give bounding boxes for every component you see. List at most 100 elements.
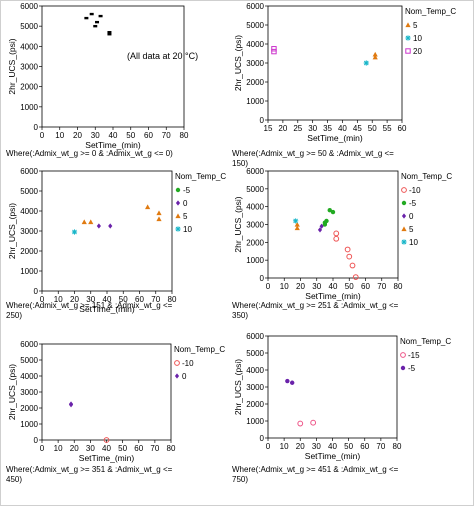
data-point xyxy=(324,218,329,224)
x-tick-label: 20 xyxy=(296,282,305,291)
y-tick-label: 5000 xyxy=(20,356,38,365)
data-point xyxy=(327,208,332,213)
legend-marker xyxy=(400,352,406,358)
where-clause: Where(:Admix_wt_g >= 351 & :Admix_wt_g <… xyxy=(6,465,173,484)
data-point xyxy=(352,274,359,281)
y-tick-label: 1000 xyxy=(246,256,264,265)
data-point xyxy=(372,51,378,57)
legend-title: Nom_Temp_C xyxy=(405,7,456,16)
legend-label: -5 xyxy=(183,186,191,195)
x-tick-label: 55 xyxy=(383,124,392,133)
y-tick-label: 3000 xyxy=(246,383,264,392)
x-tick-label: 40 xyxy=(109,131,118,140)
x-tick-label: 80 xyxy=(167,444,176,453)
x-tick-label: 50 xyxy=(344,442,353,451)
legend-marker xyxy=(401,213,407,219)
legend-label: 5 xyxy=(409,225,414,234)
x-tick-label: 40 xyxy=(103,295,112,304)
x-axis-label: SetTime_(min) xyxy=(305,451,361,461)
x-tick-label: 50 xyxy=(126,131,135,140)
x-tick-label: 10 xyxy=(280,442,289,451)
x-tick-label: 10 xyxy=(54,444,63,453)
legend-title: Nom_Temp_C xyxy=(175,172,226,181)
y-tick-label: 5000 xyxy=(246,185,264,194)
y-tick-label: 6000 xyxy=(246,167,264,176)
legend-label: -15 xyxy=(408,351,420,360)
y-tick-label: 1000 xyxy=(246,417,264,426)
x-axis-label: SetTime_(min) xyxy=(85,140,141,150)
data-point xyxy=(363,60,369,66)
data-point xyxy=(293,218,299,224)
legend-label: -10 xyxy=(182,359,194,368)
x-tick-label: 10 xyxy=(55,131,64,140)
data-point xyxy=(317,227,323,233)
data-point xyxy=(93,24,98,28)
plot-area: 0 10 20 30 40 50 60 70 8001000200030004000500060… xyxy=(7,2,198,150)
data-point xyxy=(271,48,277,55)
x-tick-label: 20 xyxy=(73,131,82,140)
x-axis-label: SetTime_(min) xyxy=(79,453,135,463)
legend-label: 0 xyxy=(409,212,414,221)
x-tick-label: 30 xyxy=(91,131,100,140)
data-point xyxy=(330,209,336,215)
y-axis-label: 2hr_UCS_(psi) xyxy=(233,359,243,415)
data-point xyxy=(294,225,300,231)
legend-title: Nom_Temp_C xyxy=(174,345,225,354)
legend-marker xyxy=(401,239,407,245)
y-axis-label: 2hr_UCS_(psi) xyxy=(233,196,243,252)
legend-label: -5 xyxy=(408,364,416,373)
x-tick-label: 60 xyxy=(134,444,143,453)
plot-frame xyxy=(267,335,398,439)
x-tick-label: 0 xyxy=(40,444,45,453)
legend-label: 0 xyxy=(182,372,187,381)
data-point xyxy=(89,12,94,16)
x-tick-label: 50 xyxy=(345,282,354,291)
data-point xyxy=(349,262,356,269)
data-point xyxy=(88,219,94,225)
legend-marker xyxy=(405,35,411,41)
y-axis-label: 2hr_UCS_(psi) xyxy=(7,364,17,420)
y-tick-label: 6000 xyxy=(246,2,264,11)
y-tick-label: 0 xyxy=(260,434,265,443)
x-tick-label: 0 xyxy=(266,442,271,451)
x-tick-label: 20 xyxy=(278,124,287,133)
legend-label: 10 xyxy=(409,238,418,247)
plot-frame xyxy=(41,343,172,441)
data-point xyxy=(108,223,113,229)
plot-area: 0 10 20 30 40 50 60 70 8001000200030004000500060… xyxy=(233,167,452,301)
x-tick-label: 50 xyxy=(118,444,127,453)
y-tick-label: 3000 xyxy=(20,63,38,72)
x-tick-label: 40 xyxy=(102,444,111,453)
x-tick-label: 45 xyxy=(353,124,362,133)
data-point xyxy=(372,54,378,60)
plot-frame xyxy=(41,5,185,128)
y-tick-label: 3000 xyxy=(246,221,264,230)
legend-label: -10 xyxy=(409,186,421,195)
x-tick-label: 50 xyxy=(368,124,377,133)
legend-marker xyxy=(175,226,181,232)
legend-label: 10 xyxy=(413,34,422,43)
legend-marker xyxy=(401,200,407,206)
y-tick-label: 0 xyxy=(34,287,39,296)
y-tick-label: 5000 xyxy=(20,187,38,196)
x-tick-label: 20 xyxy=(70,444,79,453)
legend-label: 10 xyxy=(183,225,192,234)
data-point xyxy=(107,33,112,36)
x-tick-label: 20 xyxy=(70,295,79,304)
x-tick-label: 80 xyxy=(168,295,177,304)
x-tick-label: 25 xyxy=(293,124,302,133)
data-point xyxy=(107,31,112,34)
y-tick-label: 5000 xyxy=(20,22,38,31)
x-tick-label: 70 xyxy=(162,131,171,140)
data-point xyxy=(84,16,89,20)
where-clause: Where(:Admix_wt_g >= 50 & :Admix_wt_g <=… xyxy=(232,149,394,168)
where-clause: Where(:Admix_wt_g >= 151 & :Admix_wt_g <… xyxy=(6,301,173,320)
data-point xyxy=(297,420,304,427)
y-tick-label: 2000 xyxy=(20,404,38,413)
y-tick-label: 2000 xyxy=(246,238,264,247)
y-axis-label: 2hr_UCS_(psi) xyxy=(233,35,243,91)
x-tick-label: 35 xyxy=(323,124,332,133)
data-point xyxy=(71,229,78,235)
